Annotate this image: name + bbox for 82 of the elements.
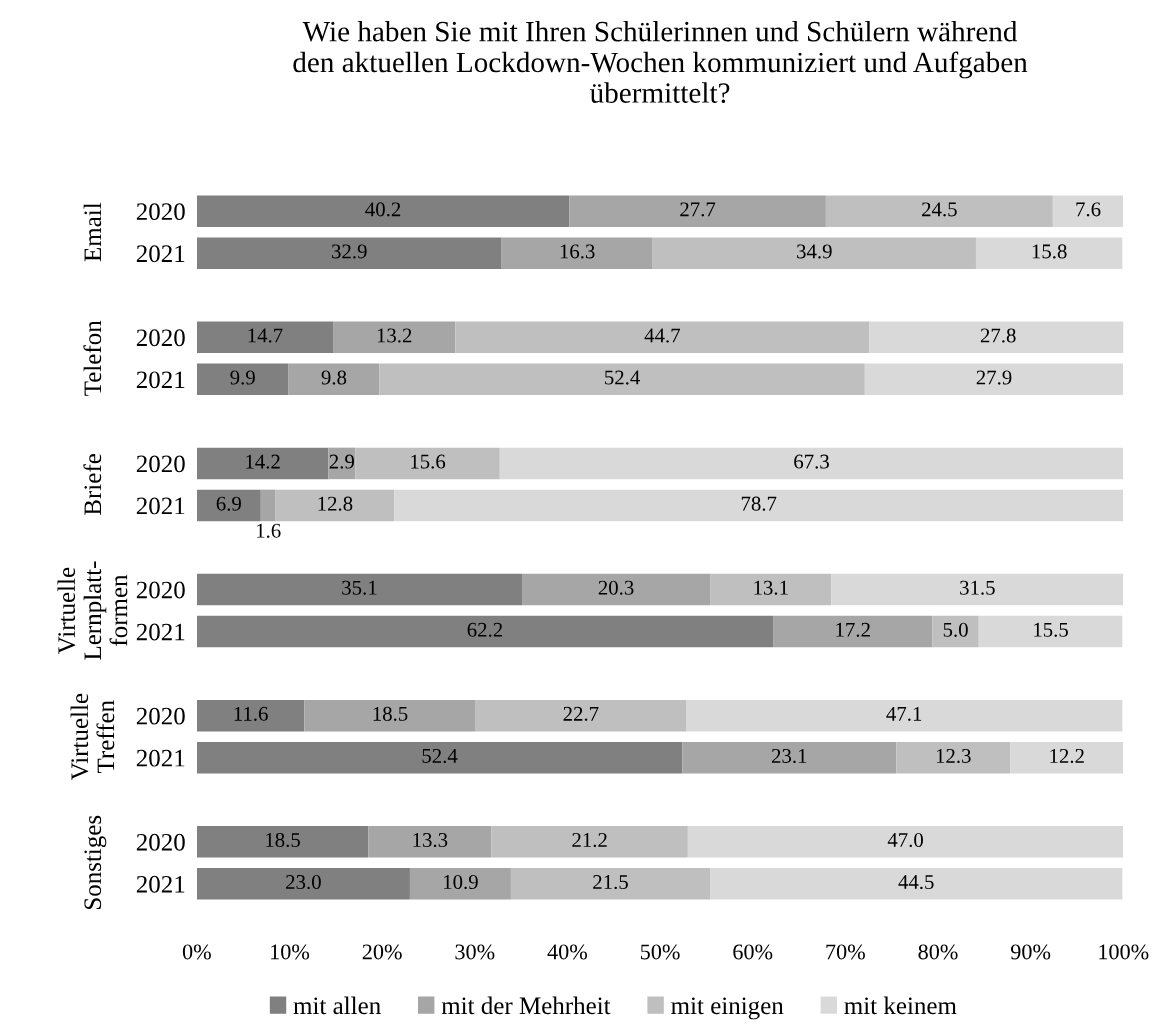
data-label: 2.9 (329, 454, 355, 469)
data-label: 18.5 (266, 832, 300, 848)
text: Virtuelle Lernplatt- formen (57, 561, 128, 660)
data-label: 23.0 (286, 874, 321, 890)
data-label: 14.7 (248, 328, 283, 343)
x-tick-label: 40% (547, 944, 588, 960)
legend-label: mit allen (293, 996, 381, 1015)
data-label: 21.5 (593, 875, 628, 890)
legend-label: mit der Mehrheit (441, 996, 611, 1015)
data-label: 7.6 (1076, 202, 1101, 217)
data-label: 67.3 (794, 454, 829, 469)
x-tick-label: 50% (640, 944, 680, 960)
x-tick-label: 0% (182, 944, 211, 960)
y-tick-label: 2020 (136, 707, 185, 725)
data-label: 1.6 (257, 523, 281, 538)
data-label: 15.6 (411, 454, 446, 469)
data-label: 44.7 (644, 328, 681, 343)
text: Email (83, 202, 102, 262)
data-label: 35.1 (342, 580, 377, 595)
data-label: 11.6 (234, 706, 268, 721)
y-tick-label: 2020 (136, 203, 185, 221)
data-label: 9.8 (321, 370, 347, 385)
y-tick-label: 2021 (136, 749, 185, 767)
data-label: 34.9 (797, 244, 832, 259)
data-label: 5.0 (943, 622, 968, 637)
data-label: 12.2 (1050, 748, 1084, 763)
data-label: 21.2 (572, 832, 607, 848)
data-label: 15.5 (1034, 622, 1068, 637)
x-tick-label: 10% (271, 944, 310, 960)
data-label: 52.4 (605, 370, 640, 385)
text: Briefe (83, 454, 102, 515)
y-tick-label: 2020 (136, 833, 185, 851)
data-label: 12.3 (936, 748, 971, 763)
text: Telefon (83, 320, 102, 396)
data-label: 10.9 (444, 874, 478, 890)
data-label: 27.8 (980, 328, 1016, 343)
data-label: 23.1 (771, 748, 807, 763)
data-label: 24.5 (922, 202, 957, 217)
y-tick-label: 2020 (136, 329, 185, 347)
x-tick-label: 80% (918, 944, 958, 960)
data-label: 40.2 (365, 202, 401, 217)
data-label: 9.9 (230, 370, 255, 385)
text: Sonstiges (84, 815, 107, 910)
y-tick-label: 2021 (136, 623, 185, 641)
chart-title: Wie haben Sie mit Ihren Schülerinnen und Schülern während den aktuellen Lockdown-Wochen kommuniziert und Aufgaben übermittelt? (293, 20, 1028, 104)
data-label: 17.2 (836, 622, 870, 637)
data-label: 6.9 (216, 496, 241, 511)
data-label: 12.8 (318, 496, 353, 511)
data-label: 15.8 (1032, 244, 1067, 259)
y-tick-label: 2020 (136, 455, 185, 473)
y-tick-label: 2021 (136, 497, 185, 515)
x-tick-label: 20% (362, 944, 402, 960)
data-label: 78.7 (741, 496, 777, 511)
data-label: 27.7 (680, 202, 716, 217)
data-label: 47.0 (887, 832, 923, 848)
data-label: 16.3 (560, 244, 595, 259)
y-tick-label: 2021 (136, 371, 185, 389)
legend-label: mit einigen (671, 997, 784, 1020)
data-label: 20.3 (598, 580, 634, 595)
x-tick-label: 60% (733, 944, 773, 960)
data-label: 22.7 (563, 706, 599, 721)
y-tick-label: 2020 (136, 581, 185, 599)
data-label: 14.2 (246, 454, 280, 469)
data-label: 44.5 (898, 875, 934, 890)
text: Virtuelle Treffen (70, 693, 115, 781)
x-tick-label: 70% (826, 944, 865, 960)
data-label: 62.2 (467, 622, 503, 637)
x-tick-label: 100% (1099, 944, 1149, 960)
x-tick-label: 30% (455, 944, 495, 960)
legend-label: mit keinem (844, 996, 957, 1015)
x-tick-label: 90% (1010, 944, 1051, 960)
y-tick-label: 2021 (136, 875, 185, 893)
data-label: 52.4 (422, 748, 458, 763)
data-label: 18.5 (373, 706, 408, 721)
data-label: 32.9 (332, 244, 367, 259)
y-tick-label: 2021 (136, 245, 185, 263)
data-label: 47.1 (886, 706, 922, 721)
data-label: 13.1 (754, 580, 788, 595)
data-label: 27.9 (976, 370, 1012, 385)
data-label: 31.5 (960, 580, 995, 595)
data-label: 13.3 (413, 832, 448, 848)
data-label: 13.2 (377, 328, 412, 343)
